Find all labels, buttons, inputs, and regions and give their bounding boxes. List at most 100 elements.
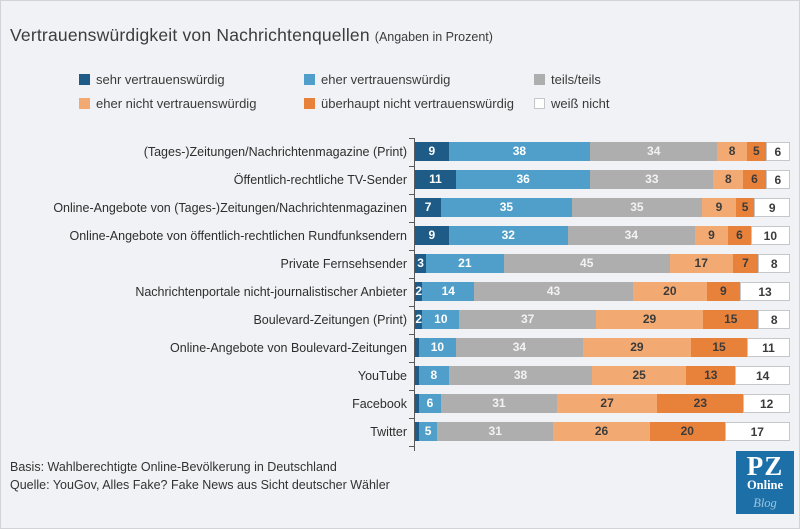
bar-segment xyxy=(415,338,419,357)
bar-segment: 34 xyxy=(567,226,695,245)
bar-segment: 34 xyxy=(590,142,718,161)
chart-footnotes: Basis: Wahlberechtigte Online-Bevölkerun… xyxy=(10,458,390,494)
bar-segment: 3 xyxy=(415,254,427,273)
legend-swatch-icon xyxy=(534,98,545,109)
bar-segment: 11 xyxy=(415,170,457,189)
bar-segment: 10 xyxy=(418,338,457,357)
bar-segment: 27 xyxy=(556,394,658,413)
bar-segment: 31 xyxy=(441,394,557,413)
bar-segment: 38 xyxy=(448,366,593,385)
bar-segment: 15 xyxy=(703,310,759,329)
axis-tick xyxy=(409,390,414,391)
bar-segment: 31 xyxy=(437,422,554,441)
chart-row: Öffentlich-rechtliche TV-Sender 11 36 33 8 6 6 xyxy=(1,166,799,194)
bar-segment: 8 xyxy=(758,254,790,273)
axis-tick xyxy=(409,334,414,335)
bar-segment: 14 xyxy=(422,282,475,301)
pz-online-blog-logo: PZ Online Blog xyxy=(736,451,794,514)
stacked-bar: 2 10 37 29 15 8 xyxy=(415,310,790,329)
axis-tick xyxy=(409,446,414,447)
bar-segment: 11 xyxy=(746,338,790,357)
stacked-bar: 5 31 26 20 17 xyxy=(415,422,790,441)
category-label: Öffentlich-rechtliche TV-Sender xyxy=(233,173,407,187)
axis-tick xyxy=(409,306,414,307)
category-label: (Tages-)Zeitungen/Nachrichtenmagazine (P… xyxy=(143,145,407,159)
category-label: YouTube xyxy=(357,369,407,383)
axis-tick xyxy=(409,138,414,139)
bar-segment: 20 xyxy=(650,422,725,441)
category-label: Nachrichtenportale nicht-journalistische… xyxy=(135,285,407,299)
stacked-bar: 9 38 34 8 5 6 xyxy=(415,142,790,161)
bar-segment: 12 xyxy=(743,394,790,413)
legend-label: sehr vertrauenswürdig xyxy=(96,72,225,87)
legend-label: teils/teils xyxy=(551,72,601,87)
bar-segment: 15 xyxy=(691,338,747,357)
legend-swatch-icon xyxy=(534,74,545,85)
bar-segment: 6 xyxy=(728,226,751,245)
bar-segment: 6 xyxy=(765,170,790,189)
bar-segment: 10 xyxy=(422,310,460,329)
axis-tick xyxy=(409,362,414,363)
legend-swatch-icon xyxy=(79,98,90,109)
bar-segment: 29 xyxy=(595,310,704,329)
category-label: Online-Angebote von Boulevard-Zeitungen xyxy=(170,341,407,355)
legend-label: eher nicht vertrauenswürdig xyxy=(96,96,257,111)
legend-swatch-icon xyxy=(304,74,315,85)
legend-swatch-icon xyxy=(304,98,315,109)
category-label: Facebook xyxy=(352,397,407,411)
chart-row: Nachrichtenportale nicht-journalistische… xyxy=(1,278,799,306)
chart-legend: sehr vertrauenswürdig eher vertrauenswürd… xyxy=(79,72,739,111)
bar-segment: 45 xyxy=(503,254,670,273)
chart-row: Online-Angebote von Boulevard-Zeitungen 1… xyxy=(1,334,799,362)
bar-segment: 10 xyxy=(750,226,790,245)
chart-row: Online-Angebote von öffentlich-rechtlich… xyxy=(1,222,799,250)
bar-segment: 29 xyxy=(582,338,692,357)
bar-segment: 9 xyxy=(415,142,449,161)
stacked-bar: 2 14 43 20 9 13 xyxy=(415,282,790,301)
bar-segment: 7 xyxy=(732,254,759,273)
axis-tick xyxy=(409,166,414,167)
legend-item-2: teils/teils xyxy=(534,72,739,87)
bar-segment: 9 xyxy=(706,282,740,301)
footnote-basis: Basis: Wahlberechtigte Online-Bevölkerun… xyxy=(10,460,337,474)
bar-segment: 35 xyxy=(571,198,703,217)
bar-segment: 26 xyxy=(553,422,650,441)
bar-segment: 5 xyxy=(746,142,766,161)
chart-row: Online-Angebote von (Tages-)Zeitungen/Na… xyxy=(1,194,799,222)
stacked-bar: 11 36 33 8 6 6 xyxy=(415,170,790,189)
bar-segment: 6 xyxy=(765,142,790,161)
stacked-bar: 3 21 45 17 7 8 xyxy=(415,254,790,273)
bar-segment: 33 xyxy=(590,170,714,189)
y-axis-line xyxy=(414,138,415,451)
bar-segment xyxy=(415,394,419,413)
bar-segment: 9 xyxy=(702,198,736,217)
legend-swatch-icon xyxy=(79,74,90,85)
bar-segment: 5 xyxy=(735,198,755,217)
category-label: Online-Angebote von öffentlich-rechtlich… xyxy=(69,229,408,243)
bar-segment: 17 xyxy=(669,254,733,273)
bar-segment: 20 xyxy=(632,282,707,301)
bar-segment: 13 xyxy=(739,282,790,301)
axis-tick xyxy=(409,222,414,223)
chart-row: (Tages-)Zeitungen/Nachrichtenmagazine (P… xyxy=(1,138,799,166)
stacked-bar: 8 38 25 13 14 xyxy=(415,366,790,385)
bar-segment: 8 xyxy=(717,142,747,161)
bar-segment: 14 xyxy=(735,366,790,385)
bar-segment: 43 xyxy=(474,282,633,301)
footnote-quelle: Quelle: YouGov, Alles Fake? Fake News au… xyxy=(10,478,390,492)
stacked-bar: 10 34 29 15 11 xyxy=(415,338,790,357)
bar-segment: 8 xyxy=(758,310,790,329)
bar-segment: 36 xyxy=(456,170,591,189)
category-label: Private Fernsehsender xyxy=(280,257,407,271)
bar-segment xyxy=(415,366,419,385)
chart-row: Boulevard-Zeitungen (Print) 2 10 37 29 15 8 xyxy=(1,306,799,334)
bar-segment: 17 xyxy=(724,422,790,441)
axis-tick xyxy=(409,250,414,251)
legend-item-5: weiß nicht xyxy=(534,96,739,111)
bar-segment: 32 xyxy=(448,226,568,245)
category-label: Online-Angebote von (Tages-)Zeitungen/Na… xyxy=(53,201,407,215)
axis-tick xyxy=(409,278,414,279)
bar-segment: 6 xyxy=(418,394,442,413)
bar-segment: 34 xyxy=(456,338,583,357)
